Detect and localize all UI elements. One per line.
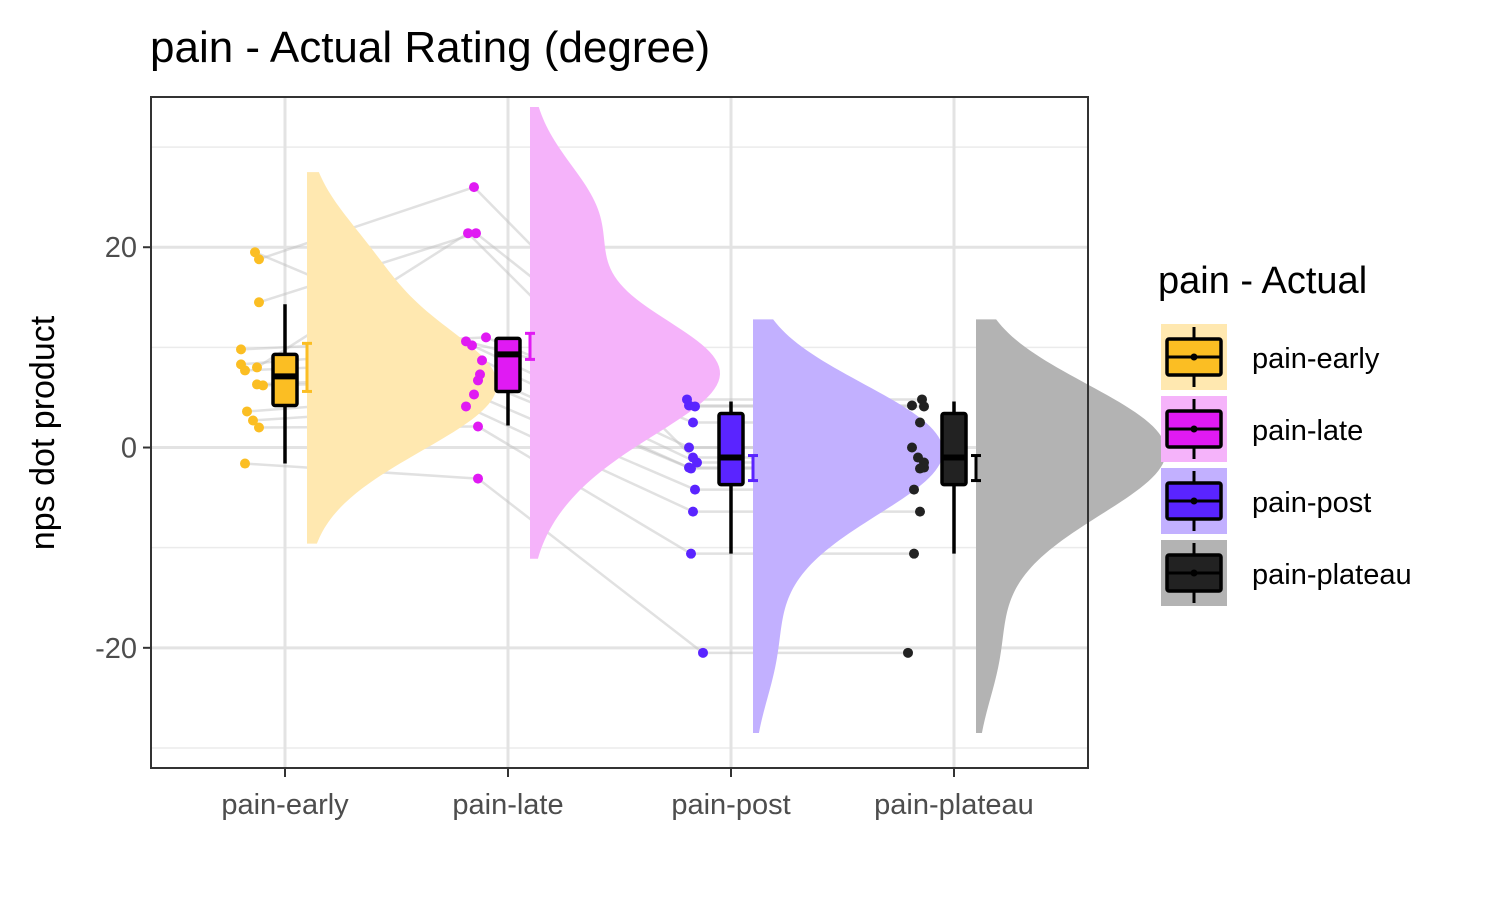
legend-title: pain - Actual xyxy=(1158,260,1367,302)
violin-pain-early xyxy=(307,172,497,544)
data-point xyxy=(690,401,700,412)
x-tick-label: pain-post xyxy=(671,789,790,821)
data-point xyxy=(907,400,917,411)
data-point xyxy=(481,332,491,343)
data-point xyxy=(686,548,696,559)
data-point xyxy=(461,401,471,412)
plot-area: -20 0 20 pain-early pain-late pain-post pain-p… xyxy=(95,96,1166,821)
data-point xyxy=(473,375,483,386)
box-pain-plateau xyxy=(940,411,968,487)
legend-key-point xyxy=(1190,353,1198,361)
data-point xyxy=(919,401,929,412)
legend-label-pain-early: pain-early xyxy=(1252,343,1380,375)
legend-label-pain-late: pain-late xyxy=(1252,415,1363,447)
data-point xyxy=(915,417,925,428)
legend-label-pain-post: pain-post xyxy=(1252,487,1371,519)
data-point xyxy=(236,344,246,355)
x-tick-label: pain-late xyxy=(452,789,563,821)
box-pain-late xyxy=(494,336,522,394)
y-tick-label: -20 xyxy=(95,633,137,665)
subject-line xyxy=(477,425,692,555)
box-pain-post xyxy=(717,411,745,487)
data-point xyxy=(240,458,250,469)
legend: pain - Actual pain-early pain-late pain-po… xyxy=(1158,260,1412,606)
data-point xyxy=(690,484,700,495)
data-point xyxy=(254,297,264,308)
data-point xyxy=(477,355,487,366)
data-point xyxy=(240,365,250,376)
data-point xyxy=(258,380,268,391)
violin-pain-late xyxy=(530,107,720,559)
data-point xyxy=(686,463,696,474)
subject-line xyxy=(258,185,475,261)
legend-label-pain-plateau: pain-plateau xyxy=(1252,559,1412,591)
data-point xyxy=(469,182,479,193)
box-pain-early xyxy=(271,352,299,408)
data-point xyxy=(254,422,264,433)
data-point xyxy=(903,647,913,658)
data-point xyxy=(463,228,473,239)
data-point xyxy=(473,421,483,432)
data-point xyxy=(909,548,919,559)
violin-pain-plateau xyxy=(976,319,1166,733)
data-point xyxy=(698,647,708,658)
y-tick-label: 20 xyxy=(105,232,137,264)
data-point xyxy=(473,473,483,484)
y-axis-title: nps dot product xyxy=(24,315,62,550)
data-point xyxy=(915,463,925,474)
data-point xyxy=(915,506,925,517)
chart-title: pain - Actual Rating (degree) xyxy=(150,23,710,72)
data-point xyxy=(254,254,264,265)
y-tick-label: 0 xyxy=(121,433,137,465)
legend-key-point xyxy=(1190,497,1198,505)
data-point xyxy=(688,506,698,517)
subject-line xyxy=(477,477,704,654)
data-point xyxy=(469,389,479,400)
data-point xyxy=(467,340,477,351)
data-point xyxy=(252,362,262,373)
violin-pain-post xyxy=(753,319,943,733)
data-point xyxy=(688,417,698,428)
panel-border xyxy=(150,96,1089,769)
x-tick-label: pain-early xyxy=(221,789,349,821)
x-tick-label: pain-plateau xyxy=(874,789,1034,821)
legend-key-point xyxy=(1190,425,1198,433)
data-point xyxy=(907,442,917,453)
data-point xyxy=(684,442,694,453)
data-point xyxy=(909,484,919,495)
data-point xyxy=(471,228,481,239)
data-point xyxy=(248,415,258,426)
data-point xyxy=(242,406,252,417)
legend-key-point xyxy=(1190,569,1198,577)
